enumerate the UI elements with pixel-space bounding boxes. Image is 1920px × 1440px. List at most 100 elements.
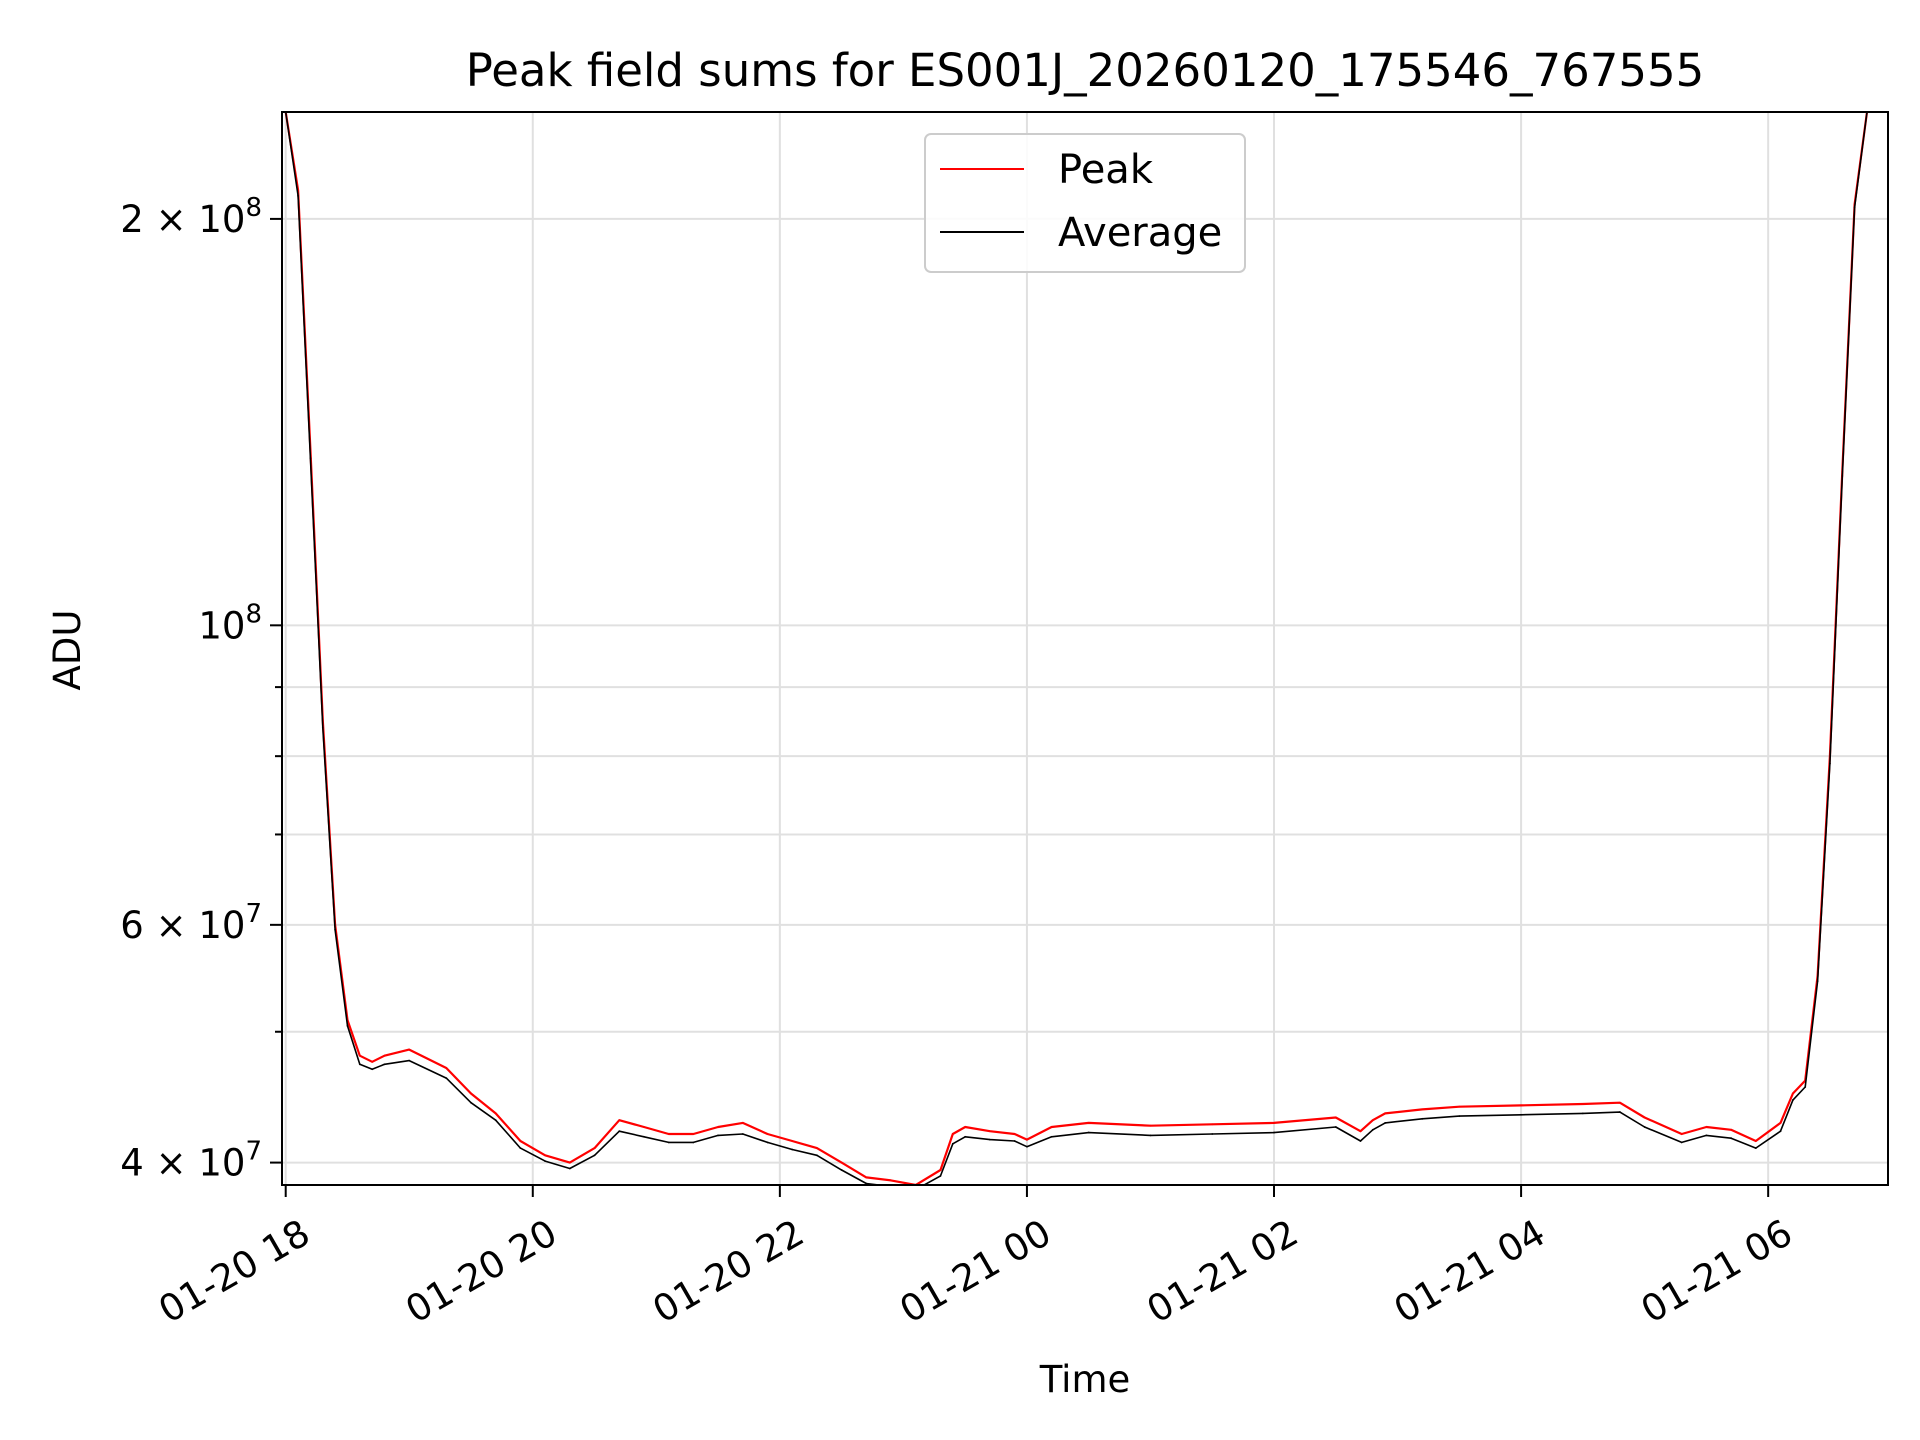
data-point-average	[1087, 1131, 1090, 1134]
data-point-average	[1273, 1131, 1275, 1134]
data-point-average	[1013, 1140, 1016, 1142]
data-point-peak	[1026, 1138, 1028, 1141]
data-point-peak	[667, 1133, 670, 1135]
data-point-peak	[1087, 1122, 1090, 1124]
data-point-average	[840, 1169, 843, 1171]
y-tick-label-exponent: 7	[245, 899, 262, 929]
data-point-average	[1730, 1137, 1733, 1140]
data-point-average	[939, 1175, 942, 1177]
y-tick-label: 4 × 107	[120, 1137, 262, 1185]
data-point-average	[766, 1141, 769, 1144]
data-point-peak	[1149, 1124, 1152, 1127]
data-point-average	[1779, 1130, 1782, 1133]
data-point-peak	[1273, 1122, 1275, 1124]
data-point-average	[865, 1182, 868, 1185]
data-point-peak	[717, 1126, 719, 1128]
data-point-peak	[358, 1054, 361, 1057]
data-point-peak	[791, 1140, 794, 1142]
y-tick-label: 6 × 107	[120, 899, 262, 947]
y-tick-label: 108	[198, 599, 262, 647]
data-point-peak	[1211, 1123, 1214, 1126]
data-point-average	[593, 1154, 596, 1157]
data-point-peak	[1421, 1108, 1424, 1111]
data-point-peak	[1050, 1126, 1053, 1128]
data-point-average	[1791, 1099, 1794, 1101]
data-point-peak	[383, 1054, 386, 1057]
data-point-peak	[1458, 1105, 1461, 1108]
data-point-peak	[741, 1122, 744, 1124]
y-tick-label-base: 6 × 10	[120, 904, 245, 947]
data-point-peak	[1779, 1122, 1782, 1124]
y-axis-label: ADU	[46, 610, 89, 691]
y-tick-label-exponent: 8	[245, 599, 262, 629]
data-point-peak	[643, 1126, 645, 1128]
data-point-average	[1334, 1126, 1337, 1128]
data-point-peak	[1334, 1116, 1337, 1119]
data-point-average	[371, 1068, 374, 1071]
data-point-average	[964, 1135, 967, 1138]
data-point-average	[321, 726, 324, 729]
data-point-peak	[1520, 1104, 1522, 1107]
data-point-average	[1384, 1122, 1387, 1124]
y-tick-label-exponent: 7	[245, 1137, 262, 1167]
data-point-peak	[1791, 1092, 1794, 1095]
data-point-average	[667, 1141, 670, 1144]
data-point-average	[544, 1160, 547, 1163]
x-axis-label: Time	[1039, 1358, 1131, 1401]
data-point-average	[1643, 1126, 1646, 1128]
data-point-average	[470, 1101, 472, 1104]
data-point-average	[1680, 1141, 1683, 1144]
data-point-peak	[816, 1147, 818, 1150]
y-tick-label-base: 4 × 10	[120, 1142, 245, 1185]
data-point-peak	[1730, 1128, 1733, 1131]
data-point-average	[1841, 475, 1844, 477]
data-point-average	[618, 1130, 621, 1133]
data-point-average	[692, 1141, 695, 1144]
data-point-peak	[1581, 1103, 1584, 1105]
data-point-peak	[1754, 1140, 1757, 1142]
data-point-average	[1619, 1111, 1621, 1113]
data-point-average	[346, 1025, 349, 1027]
data-point-average	[1804, 1086, 1807, 1088]
data-point-average	[1359, 1140, 1362, 1142]
data-point-average	[408, 1059, 411, 1062]
data-point-peak	[408, 1048, 411, 1051]
data-point-average	[1149, 1134, 1152, 1137]
data-point-peak	[519, 1140, 522, 1142]
data-point-peak	[1643, 1116, 1646, 1119]
data-point-average	[309, 457, 312, 460]
data-point-average	[717, 1134, 719, 1137]
data-point-peak	[1680, 1133, 1683, 1135]
y-tick-label-base: 2 × 10	[120, 198, 245, 241]
data-point-peak	[1013, 1133, 1016, 1135]
data-point-average	[1371, 1128, 1374, 1131]
data-point-average	[1754, 1147, 1757, 1150]
data-point-peak	[951, 1133, 954, 1135]
y-tick-label: 2 × 108	[120, 193, 262, 241]
data-point-peak	[1619, 1101, 1621, 1104]
data-point-peak	[593, 1147, 596, 1150]
data-point-peak	[618, 1119, 621, 1122]
data-point-peak	[964, 1126, 967, 1128]
data-point-peak	[865, 1176, 868, 1179]
data-point-average	[334, 928, 337, 931]
data-point-peak	[568, 1161, 571, 1164]
chart-title: Peak field sums for ES001J_20260120_1755…	[466, 44, 1705, 97]
data-point-average	[816, 1154, 818, 1157]
data-point-average	[1520, 1113, 1522, 1116]
data-point-peak	[470, 1092, 472, 1095]
data-point-peak	[988, 1130, 991, 1133]
data-point-average	[297, 195, 299, 197]
data-point-average	[1211, 1133, 1214, 1135]
data-point-average	[643, 1135, 645, 1138]
data-point-average	[1421, 1117, 1424, 1120]
data-point-peak	[840, 1161, 843, 1164]
data-point-peak	[1384, 1112, 1387, 1115]
data-point-average	[1458, 1115, 1461, 1118]
data-point-average	[1026, 1145, 1028, 1148]
data-point-average	[1581, 1112, 1584, 1115]
data-point-average	[741, 1133, 744, 1135]
